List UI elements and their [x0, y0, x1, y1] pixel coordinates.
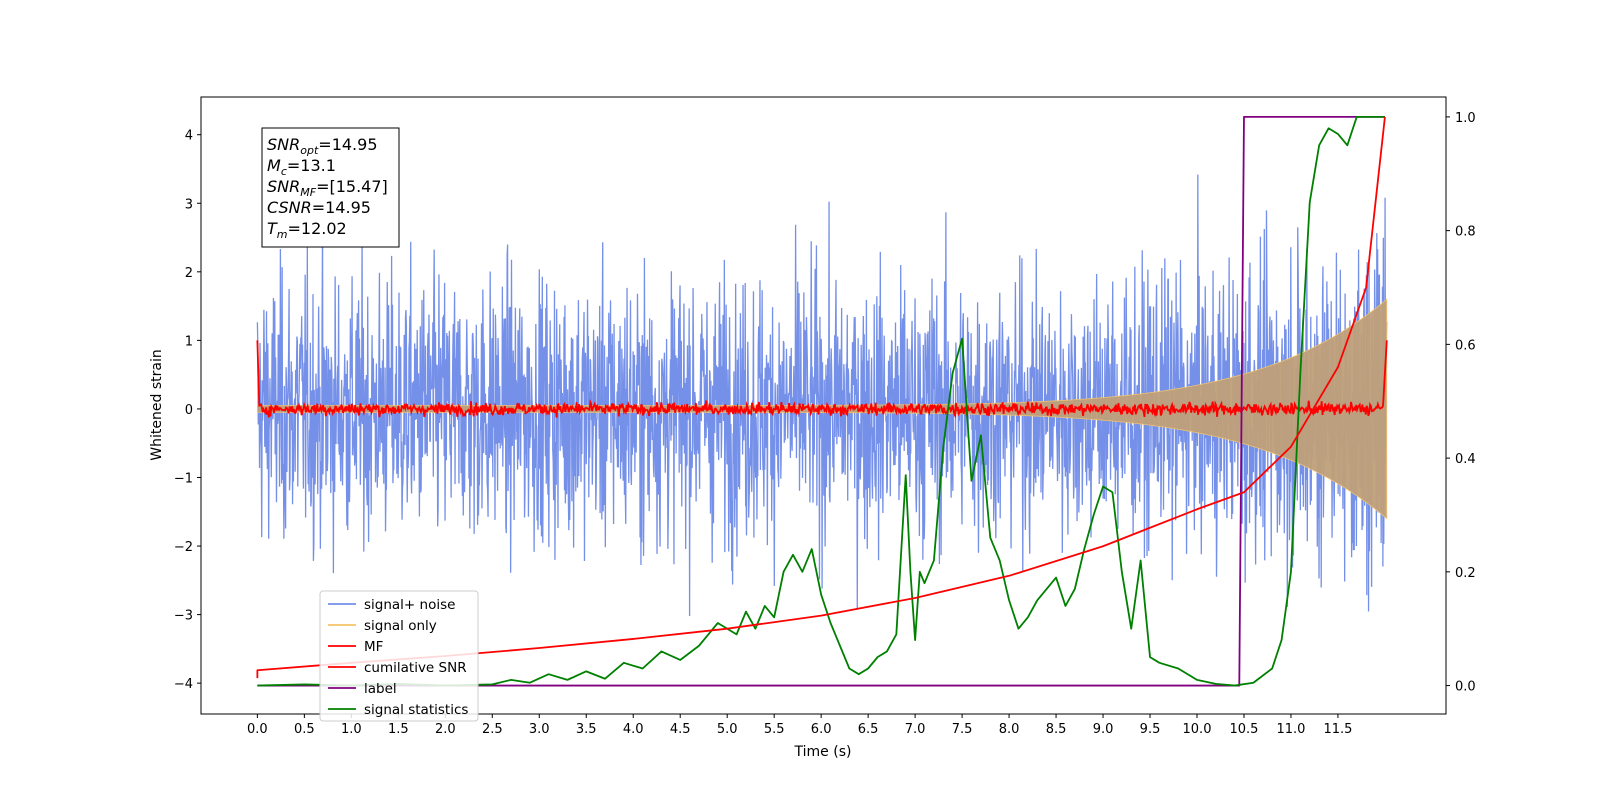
y-axis-label: Whitened strain [149, 349, 165, 460]
legend-entry-label: signal+ noise [364, 597, 455, 613]
y-tick-label: −3 [174, 609, 193, 624]
legend-entry-label: label [364, 681, 397, 697]
legend-frame [319, 590, 479, 722]
y-tick-label: 0 [185, 403, 193, 418]
stats-annotation-box: SNRopt=14.95Mc=13.1SNRMF=[15.47]CSNR=14.… [261, 127, 400, 248]
x-tick-label: 10.5 [1230, 722, 1259, 737]
x-tick-label: 6.0 [811, 722, 832, 737]
y-tick-label: −1 [174, 471, 193, 486]
y2-tick-label: 0.6 [1455, 338, 1476, 353]
x-tick-label: 8.0 [999, 722, 1020, 737]
x-tick-label: 3.5 [576, 722, 597, 737]
y-tick-label: 3 [185, 197, 193, 212]
x-tick-label: 1.0 [341, 722, 362, 737]
y2-tick-label: 0.8 [1455, 225, 1476, 240]
y-axis-left: −4 −3 −2 −1 0 1 2 3 4 [174, 129, 201, 692]
y2-tick-label: 0.0 [1455, 680, 1476, 695]
annotation-frame [261, 127, 400, 248]
plot-frame [200, 96, 1447, 715]
annotation-line: Tm=12.02 [267, 219, 347, 241]
x-tick-label: 5.0 [717, 722, 738, 737]
x-tick-label: 7.5 [952, 722, 973, 737]
legend-entry-label: MF [364, 639, 383, 655]
x-tick-label: 6.5 [858, 722, 879, 737]
legend-entry-label: signal statistics [364, 702, 468, 718]
x-tick-label: 3.0 [529, 722, 550, 737]
x-tick-label: 2.5 [482, 722, 503, 737]
y-tick-label: −4 [174, 677, 193, 692]
x-tick-label: 9.0 [1093, 722, 1114, 737]
y-tick-label: 2 [185, 266, 193, 281]
y-tick-label: −2 [174, 540, 193, 555]
x-tick-label: 11.5 [1323, 722, 1352, 737]
x-tick-label: 2.0 [435, 722, 456, 737]
x-tick-label: 1.5 [388, 722, 409, 737]
y-tick-label: 4 [185, 129, 193, 144]
x-tick-label: 4.5 [670, 722, 691, 737]
annotation-line: SNRopt=14.95 [267, 135, 378, 157]
y2-tick-label: 0.4 [1455, 452, 1476, 467]
annotation-line: SNRMF=[15.47] [267, 177, 388, 199]
legend-entry-label: cumilative SNR [364, 660, 467, 676]
x-tick-label: 7.0 [905, 722, 926, 737]
y2-tick-label: 1.0 [1455, 111, 1476, 126]
y-axis-right: 0.0 0.2 0.4 0.6 0.8 1.0 [1446, 111, 1476, 695]
series-signal-statistics [257, 116, 1385, 687]
x-tick-label: 9.5 [1140, 722, 1161, 737]
x-tick-label: 8.5 [1046, 722, 1067, 737]
x-tick-label: 4.0 [623, 722, 644, 737]
annotation-line: CSNR=14.95 [267, 198, 371, 217]
series-mf [256, 340, 1388, 419]
legend-entry-label: signal only [364, 618, 437, 634]
x-tick-label: 10.0 [1183, 722, 1212, 737]
series-label [257, 116, 1385, 687]
y-tick-label: 1 [185, 334, 193, 349]
y2-tick-label: 0.2 [1455, 566, 1476, 581]
x-tick-label: 0.0 [247, 722, 268, 737]
x-tick-label: 5.5 [764, 722, 785, 737]
annotation-line: Mc=13.1 [267, 156, 336, 178]
x-axis: 0.0 0.5 1.0 1.5 2.0 2.5 3.0 3.5 4.0 4.5 5.0 5.5 6.0 6… [247, 714, 1352, 737]
x-tick-label: 11.0 [1276, 722, 1305, 737]
x-tick-label: 0.5 [294, 722, 315, 737]
x-axis-label: Time (s) [794, 744, 852, 760]
legend: signal+ noise signal only MF cumilative SNR… [319, 590, 479, 722]
